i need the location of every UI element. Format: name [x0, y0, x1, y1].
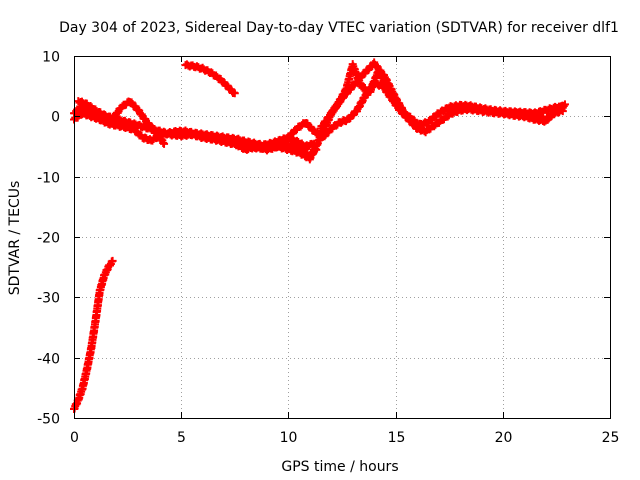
data-track: [316, 60, 426, 133]
x-tick-label: 20: [495, 430, 513, 446]
data-points: [70, 58, 569, 413]
data-track: [181, 60, 239, 98]
x-tick-label: 25: [602, 430, 620, 446]
y-tick-label: -20: [37, 231, 60, 247]
x-tick-label: 15: [388, 430, 406, 446]
data-track: [74, 97, 169, 148]
data-point: [559, 101, 568, 110]
data-track: [70, 256, 117, 413]
data-track: [498, 100, 569, 126]
axis-ticks: 0 5 10 15 20 25 -50 -40 -30 -20 -10 0 10: [37, 50, 619, 447]
data-point: [417, 123, 426, 132]
data-point: [108, 256, 117, 265]
chart-title: Day 304 of 2023, Sidereal Day-to-day VTE…: [59, 20, 619, 36]
x-tick-label: 10: [280, 430, 298, 446]
data-point: [160, 139, 169, 148]
y-tick-label: 10: [42, 50, 60, 66]
y-tick-label: -30: [37, 291, 60, 307]
data-point: [230, 89, 239, 98]
y-tick-label: -40: [37, 352, 60, 368]
y-axis-label: SDTVAR / TECUs: [7, 181, 23, 296]
data-point: [560, 100, 569, 109]
x-axis-label: GPS time / hours: [281, 459, 398, 475]
x-tick-label: 5: [177, 430, 186, 446]
y-tick-label: -50: [37, 412, 60, 428]
y-tick-label: 0: [51, 110, 60, 126]
y-tick-label: -10: [37, 171, 60, 187]
x-tick-label: 0: [70, 430, 79, 446]
